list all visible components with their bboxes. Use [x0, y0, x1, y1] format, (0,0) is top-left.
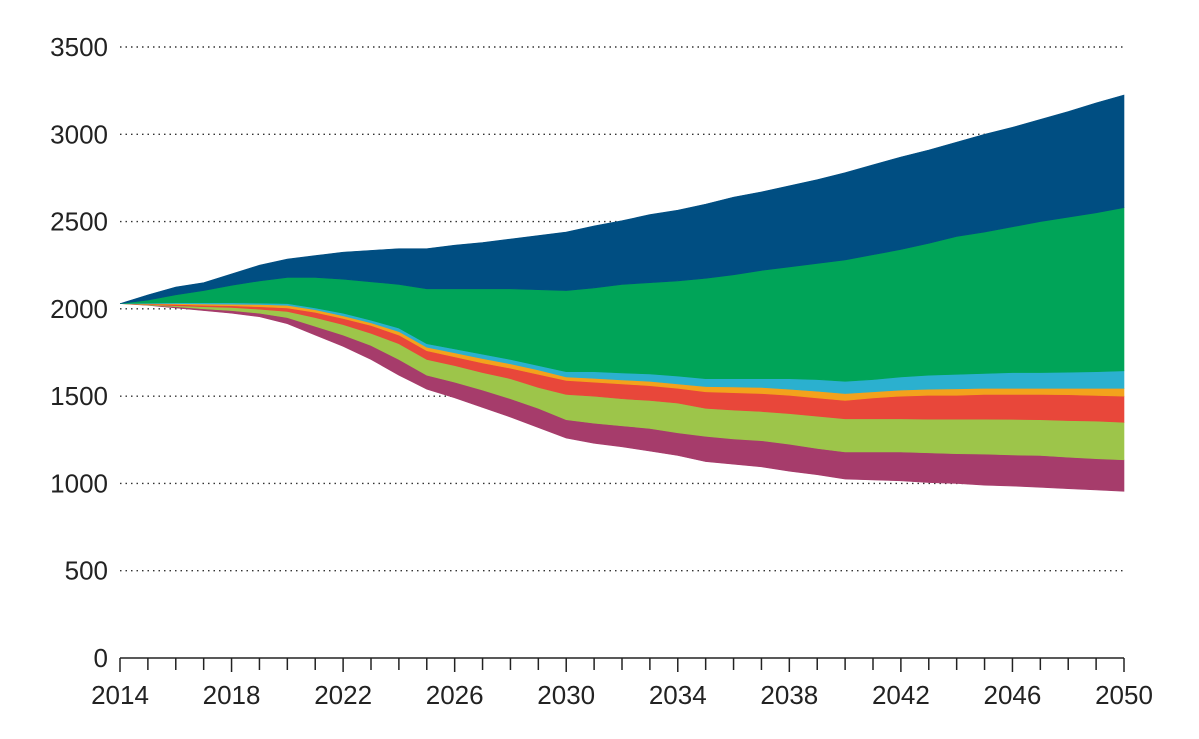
x-tick-label-2022: 2022 [314, 680, 372, 710]
x-tick-label-2034: 2034 [649, 680, 707, 710]
y-tick-label-3000: 3000 [50, 119, 108, 149]
axes [119, 657, 1125, 672]
y-tick-label-1500: 1500 [50, 381, 108, 411]
area-bands [119, 94, 1125, 492]
x-tick-label-2014: 2014 [91, 680, 149, 710]
x-tick-label-2046: 2046 [984, 680, 1042, 710]
x-tick-label-2050: 2050 [1095, 680, 1153, 710]
y-tick-label-500: 500 [65, 556, 108, 586]
y-tick-label-2500: 2500 [50, 207, 108, 237]
x-tick-label-2026: 2026 [426, 680, 484, 710]
x-tick-label-2030: 2030 [537, 680, 595, 710]
x-tick-labels: 2014 2018 2022 2026 2030 2034 2038 2042 2046 2050 [91, 680, 1153, 710]
y-tick-label-1000: 1000 [50, 468, 108, 498]
y-tick-label-2000: 2000 [50, 294, 108, 324]
area-band-7 [119, 94, 1125, 304]
x-tick-label-2038: 2038 [760, 680, 818, 710]
x-tick-label-2018: 2018 [203, 680, 261, 710]
y-tick-label-0: 0 [94, 643, 108, 673]
y-tick-labels: 0 500 1000 1500 2000 2500 3000 3500 [50, 32, 108, 673]
x-tick-label-2042: 2042 [872, 680, 930, 710]
y-tick-label-3500: 3500 [50, 32, 108, 62]
